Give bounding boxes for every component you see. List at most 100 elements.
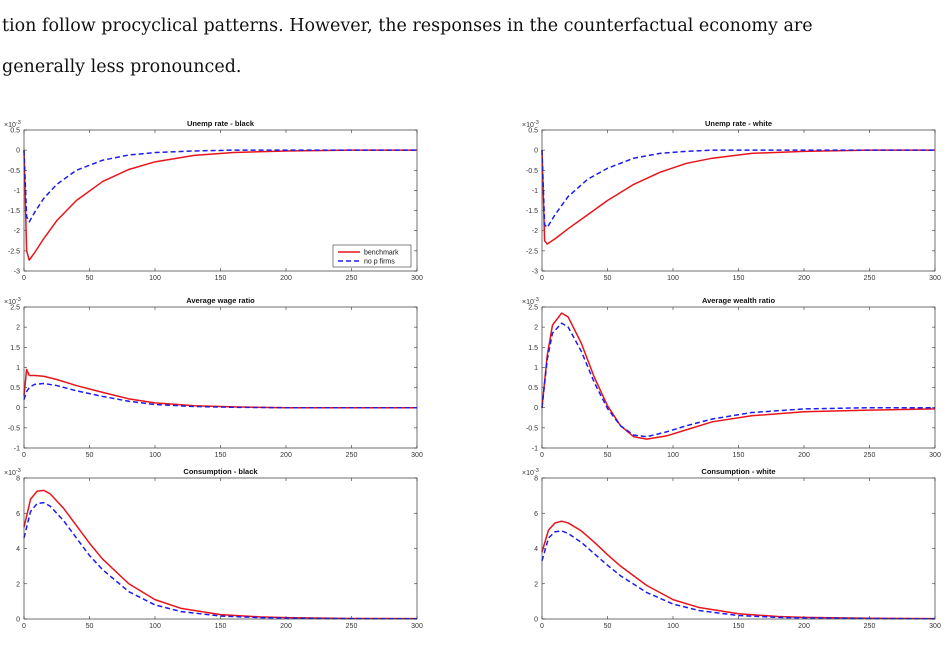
axis-exponent-power: -3 — [534, 297, 539, 303]
x-tick-label: 200 — [798, 452, 810, 459]
x-tick-label: 50 — [86, 275, 94, 282]
y-tick-label: 0 — [534, 405, 538, 412]
x-tick-label: 0 — [22, 275, 26, 282]
body-paragraph: tion follow procyclical patterns. Howeve… — [0, 6, 946, 88]
series-line-no-p-firms — [541, 322, 935, 438]
axis-exponent-label: ×10-3 — [522, 120, 539, 129]
x-tick-label: 100 — [149, 275, 161, 282]
axis-exponent-power: -3 — [16, 468, 21, 474]
y-tick-label: 0 — [534, 617, 538, 624]
y-tick-label: 2.5 — [528, 305, 538, 312]
x-tick-label: 0 — [540, 275, 544, 282]
plot-frame — [541, 306, 936, 449]
y-tick-label: 2 — [16, 325, 20, 332]
x-tick-label: 0 — [540, 623, 544, 630]
y-tick-label: 6 — [534, 511, 538, 518]
chart-panel-1: Unemp rate - black ×10-3 0 50 100 150 200 250 30… — [4, 119, 423, 282]
x-tick-label: 200 — [280, 452, 292, 459]
y-tick-label: 2 — [16, 581, 20, 588]
y-tick-label: 2.5 — [10, 305, 20, 312]
x-tick-label: 250 — [864, 452, 876, 459]
y-tick-label: 1 — [16, 365, 20, 372]
x-tick-label: 50 — [604, 623, 612, 630]
x-tick-label: 100 — [149, 623, 161, 630]
series-line-no-p-firms — [541, 149, 935, 229]
chart-panel-5: Consumption - black ×10-3 0 50 100 150 200 250 3… — [4, 467, 423, 630]
y-tick-label: 6 — [16, 511, 20, 518]
x-tick-label: 100 — [667, 452, 679, 459]
series-line-benchmark — [541, 149, 935, 245]
series-line-no-p-firms — [23, 382, 417, 409]
x-tick-label: 50 — [86, 452, 94, 459]
legend-box — [332, 244, 412, 268]
y-tick-label: -3 — [532, 269, 538, 276]
axis-exponent-power: -3 — [16, 297, 21, 303]
axis-exponent-label: ×10-3 — [522, 297, 539, 306]
legend-label: benchmark — [364, 250, 399, 257]
y-tick-label: 0.5 — [10, 128, 20, 135]
x-tick-label: 250 — [346, 452, 358, 459]
y-tick-label: 2 — [534, 325, 538, 332]
x-tick-label: 150 — [215, 275, 227, 282]
y-tick-label: -1 — [14, 188, 20, 195]
y-tick-label: -3 — [14, 269, 20, 276]
series-line-benchmark — [23, 489, 418, 620]
series-line-no-p-firms — [23, 149, 417, 223]
x-tick-label: 300 — [929, 623, 941, 630]
chart-title: Average wealth ratio — [702, 296, 775, 305]
plot-frame — [541, 129, 936, 272]
series-line-benchmark — [541, 312, 936, 440]
y-tick-label: 4 — [16, 546, 20, 553]
x-tick-label: 0 — [22, 623, 26, 630]
y-tick-label: 0.5 — [528, 128, 538, 135]
y-tick-label: -1.5 — [8, 208, 20, 215]
legend-label: no p firms — [364, 259, 395, 266]
x-tick-label: 100 — [667, 275, 679, 282]
axis-exponent-label: ×10-3 — [4, 468, 21, 477]
y-tick-label: -1 — [532, 188, 538, 195]
x-tick-label: 100 — [149, 452, 161, 459]
chart-panel-4: Average wealth ratio ×10-3 0 50 100 150 200 250… — [522, 296, 941, 459]
y-tick-label: 0 — [16, 405, 20, 412]
y-tick-label: 1.5 — [10, 345, 20, 352]
plot-frame — [23, 306, 418, 449]
axis-exponent-power: -3 — [534, 120, 539, 126]
x-tick-label: 300 — [929, 452, 941, 459]
y-tick-label: -0.5 — [8, 425, 20, 432]
x-tick-label: 150 — [733, 623, 745, 630]
series-line-no-p-firms — [23, 501, 418, 620]
x-tick-label: 250 — [346, 275, 358, 282]
plot-frame — [23, 129, 418, 272]
x-tick-label: 200 — [798, 623, 810, 630]
chart-legend: benchmark no p firms — [332, 244, 412, 268]
paragraph-line-2: generally less pronounced. — [2, 57, 242, 77]
impulse-response-figure: Unemp rate - black×10-30 50 100 150 200 250 30… — [4, 119, 941, 630]
chart-title: Unemp rate - white — [705, 119, 772, 128]
axis-exponent-power: -3 — [16, 120, 21, 126]
x-tick-label: 200 — [280, 623, 292, 630]
plot-frame — [541, 477, 936, 620]
y-tick-label: -1 — [14, 446, 20, 453]
plot-frame — [23, 477, 418, 620]
axis-exponent-label: ×10-3 — [522, 468, 539, 477]
x-tick-label: 50 — [86, 623, 94, 630]
x-tick-label: 150 — [733, 275, 745, 282]
y-tick-label: 0.5 — [528, 385, 538, 392]
y-tick-label: -2.5 — [526, 248, 538, 255]
y-tick-label: -2 — [14, 228, 20, 235]
y-tick-label: -2 — [532, 228, 538, 235]
y-tick-label: -2.5 — [8, 248, 20, 255]
x-tick-label: 150 — [215, 623, 227, 630]
y-tick-label: 1.5 — [528, 345, 538, 352]
y-tick-label: 0.5 — [10, 385, 20, 392]
y-tick-label: 8 — [16, 476, 20, 483]
x-tick-label: 300 — [411, 623, 423, 630]
chart-panel-3: Average wage ratio ×10-3 0 50 100 150 200 250 30… — [4, 296, 423, 459]
axis-exponent-power: -3 — [534, 468, 539, 474]
x-tick-label: 50 — [604, 452, 612, 459]
y-tick-label: 1 — [534, 365, 538, 372]
y-tick-label: -0.5 — [8, 168, 20, 175]
chart-panel-2: Unemp rate - white ×10-3 0 50 100 150 200 250 30… — [522, 119, 941, 282]
chart-title: Consumption - black — [183, 467, 258, 476]
x-tick-label: 300 — [411, 275, 423, 282]
